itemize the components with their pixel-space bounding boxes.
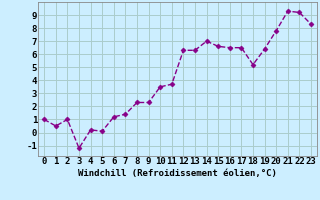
X-axis label: Windchill (Refroidissement éolien,°C): Windchill (Refroidissement éolien,°C): [78, 169, 277, 178]
